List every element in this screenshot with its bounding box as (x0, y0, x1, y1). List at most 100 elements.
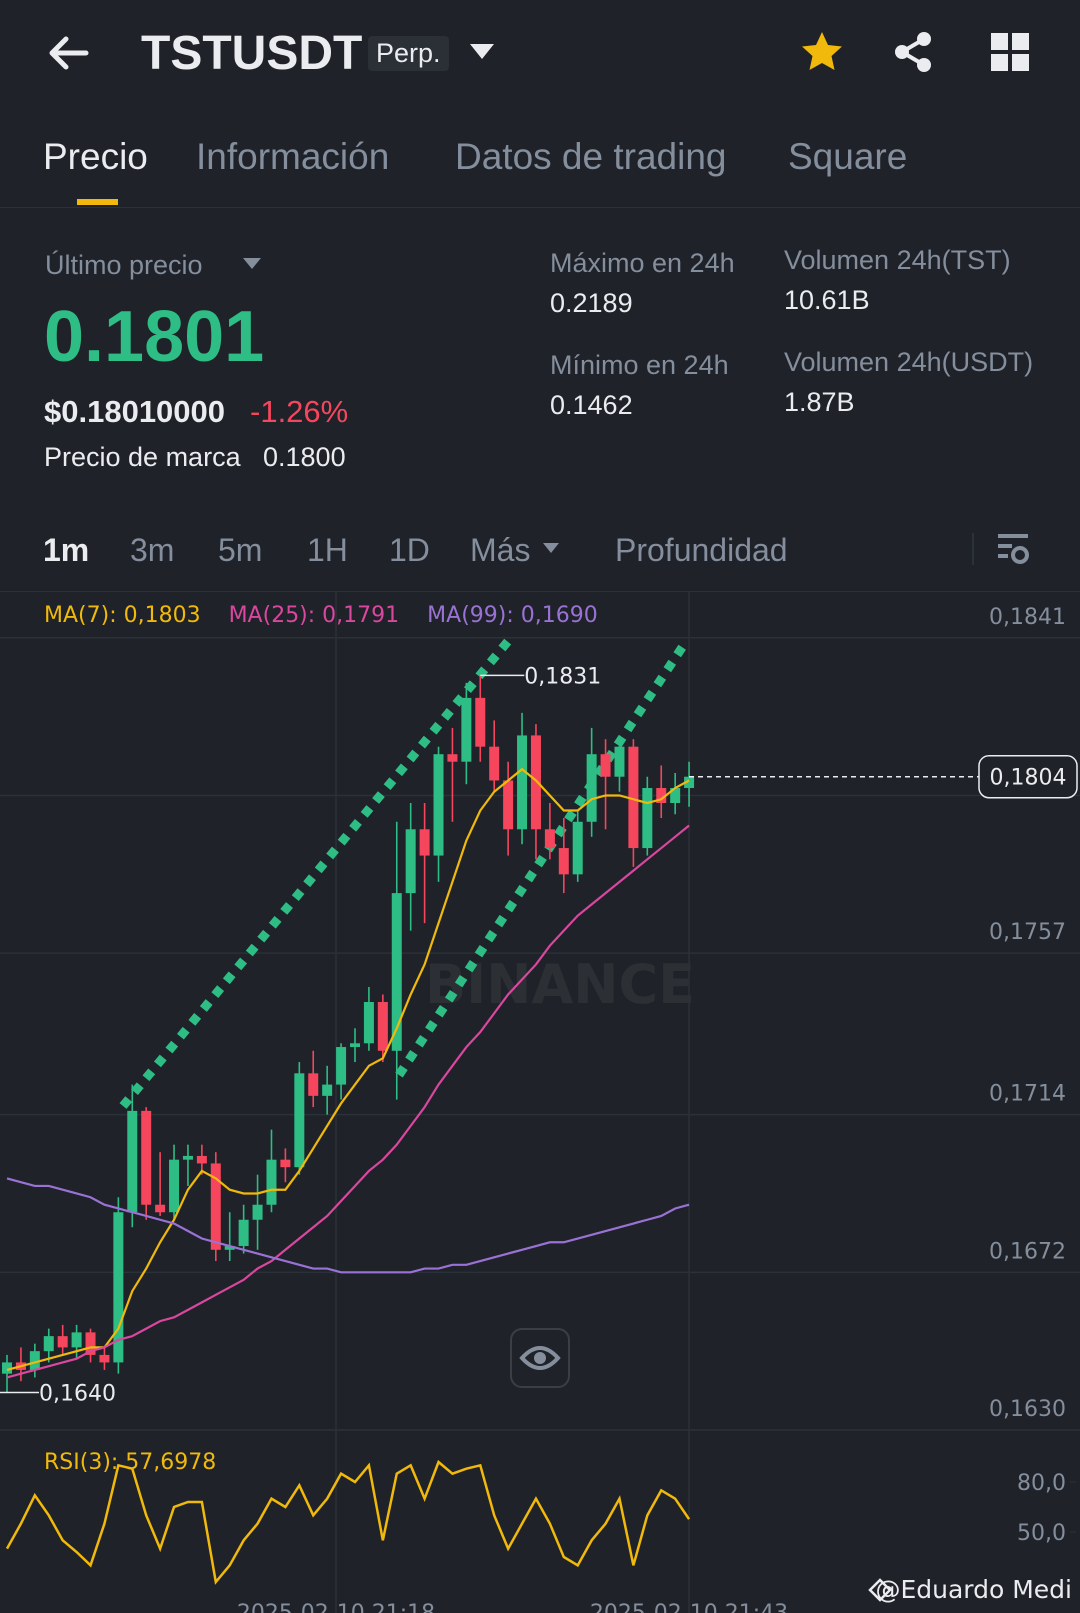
separator (972, 533, 974, 565)
ma-legend: MA(7): 0,1803 (44, 603, 201, 628)
trend-line (395, 637, 691, 1078)
candle-body (85, 1332, 96, 1355)
trend-line (119, 637, 513, 1109)
dropdown-icon (543, 543, 559, 553)
symbol-dropdown[interactable] (468, 42, 496, 62)
low-value: 0.1462 (550, 390, 633, 420)
candle-body (29, 1351, 40, 1370)
candle-body (614, 746, 625, 777)
candle-body (405, 829, 416, 894)
candle-body (684, 776, 695, 788)
author-icon (868, 1578, 892, 1602)
ma-line (6, 1177, 690, 1274)
candle-body (475, 697, 486, 747)
last-price-label: Último precio (45, 250, 203, 280)
y-tick-label: 0,1841 (989, 605, 1066, 630)
candle-body (600, 754, 611, 777)
mark-price: 0.1800 (263, 442, 346, 472)
min-label: 0,1640 (39, 1381, 116, 1406)
candle-body (530, 735, 541, 830)
candle-body (656, 787, 667, 804)
rsi-tick-label: 50,0 (1017, 1521, 1066, 1546)
candle-body (182, 1155, 193, 1160)
interval[interactable]: 1H (307, 532, 348, 568)
interval[interactable]: 1D (389, 532, 430, 568)
symbol-title[interactable]: TSTUSDT (141, 27, 363, 80)
interval-more[interactable]: Más (470, 532, 531, 568)
candle-body (336, 1047, 347, 1085)
interval[interactable]: 5m (218, 532, 263, 568)
contract-badge: Perp. (368, 36, 449, 71)
divider (0, 591, 1080, 592)
candle-body (57, 1336, 68, 1348)
candle-body (224, 1246, 235, 1250)
tab-indicator (77, 199, 118, 205)
candle-body (670, 787, 681, 804)
candle-body (252, 1204, 263, 1220)
candle-body (210, 1163, 221, 1250)
candle-body (642, 787, 653, 849)
volume-base: 10.61B (784, 285, 870, 315)
back-button[interactable] (46, 33, 90, 73)
candle-body (155, 1204, 166, 1213)
candle-body (2, 1362, 12, 1374)
candle-body (377, 1001, 388, 1051)
candle-body (517, 735, 528, 830)
candle-body (503, 780, 514, 830)
candle-body (71, 1332, 82, 1348)
volume-quote-label: Volumen 24h(USDT) (784, 347, 1034, 377)
ma-legend: MA(25): 0,1791 (229, 603, 400, 628)
depth-tab[interactable]: Profundidad (615, 532, 788, 568)
ma-line (6, 767, 690, 1371)
candle-body (544, 829, 555, 849)
candle-body (433, 754, 444, 856)
rsi-tick-label: 80,0 (1017, 1471, 1066, 1496)
candle-body (572, 821, 583, 875)
candle-body (294, 1073, 305, 1168)
candle-body (127, 1110, 138, 1213)
x-tick-label: 2025-02-10 21:43 (590, 1601, 788, 1613)
usd-price: $0.18010000 (44, 394, 226, 429)
rsi-legend: RSI(3): 57,6978 (44, 1450, 216, 1475)
last-price-label: 0,1804 (990, 766, 1067, 791)
high-value: 0.2189 (550, 288, 633, 318)
candle-body (419, 829, 430, 856)
tab[interactable]: Square (788, 136, 908, 177)
tab[interactable]: Información (196, 136, 390, 177)
low-label: Mínimo en 24h (550, 350, 729, 380)
candle-body (308, 1073, 319, 1096)
candle-body (628, 746, 639, 849)
favorite-star[interactable] (800, 30, 844, 74)
candle-body (43, 1336, 54, 1352)
candle-body (363, 1001, 374, 1044)
candle-body (586, 754, 597, 822)
volume-base-label: Volumen 24h(TST) (784, 245, 1011, 275)
menu-grid[interactable] (991, 33, 1031, 73)
candle-body (489, 746, 500, 781)
ma-line (6, 824, 690, 1379)
dropdown-icon[interactable] (242, 257, 262, 271)
candle-body (461, 697, 472, 762)
y-tick-label: 0,1672 (989, 1239, 1066, 1264)
tab-active[interactable]: Precio (43, 136, 148, 177)
share-button[interactable] (892, 30, 936, 74)
candle-body (322, 1084, 333, 1096)
candle-body (447, 754, 458, 762)
candle-body (169, 1159, 180, 1213)
candle-body (350, 1043, 360, 1048)
candle-body (141, 1110, 152, 1205)
candle-body (280, 1159, 291, 1168)
candle-body (238, 1219, 249, 1247)
ma-legend: MA(99): 0,1690 (427, 603, 598, 628)
mark-price-label: Precio de marca (44, 442, 241, 472)
y-tick-label: 0,1714 (989, 1082, 1066, 1107)
max-label: 0,1831 (524, 664, 601, 689)
price-change: -1.26% (250, 394, 349, 429)
interval-active[interactable]: 1m (43, 532, 90, 568)
high-label: Máximo en 24h (550, 248, 735, 278)
chart-settings[interactable] (996, 532, 1030, 566)
tab[interactable]: Datos de trading (455, 136, 727, 177)
visibility-toggle[interactable] (510, 1328, 570, 1388)
interval[interactable]: 3m (130, 532, 175, 568)
